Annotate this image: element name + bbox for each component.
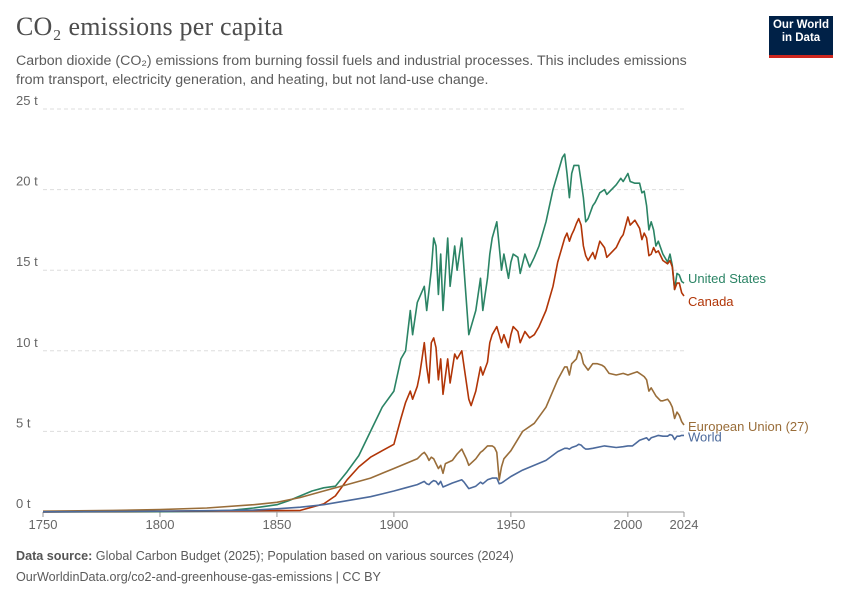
y-tick-label: 5 t [16,415,31,430]
y-tick-label: 10 t [16,335,38,350]
series-line-united-states [42,153,685,513]
y-tick-label: 20 t [16,174,38,189]
chart-subtitle: Carbon dioxide (CO₂) emissions from burn… [16,53,687,88]
x-tick-label: 1850 [262,517,291,532]
chart-title: CO₂ emissions per capita [16,12,284,41]
x-tick-label: 2024 [670,517,699,532]
end-label-united-states: United States [688,271,767,286]
end-label-canada: Canada [688,294,734,309]
logo-line-1: Our World [772,19,829,31]
data-source-label: Data source: [16,549,93,563]
y-tick-label: 15 t [16,254,38,269]
gridlines [43,108,684,432]
x-tick-label: 1900 [379,517,408,532]
end-label-world: World [688,429,722,444]
series-line-european-union-27- [42,350,685,512]
series-line-canada [42,216,685,513]
line-chart: 0 t5 t10 t15 t20 t25 t 1750 1800 1850 1900 1… [16,93,809,532]
data-source: Data source: Global Carbon Budget (2025)… [16,549,514,563]
series-lines [42,153,685,513]
y-tick-label: 0 t [16,496,31,511]
x-axis: 1750 1800 1850 1900 1950 2000 2024 [29,511,699,532]
x-tick-label: 1750 [29,517,58,532]
series-line-world [42,433,684,513]
owid-logo[interactable]: Our World in Data [769,16,833,58]
x-tick-label: 1800 [146,517,175,532]
series-end-labels: United States Canada European Union (27)Wo… [688,271,809,444]
end-label-european-union-27-: European Union (27) [688,419,809,434]
y-tick-label: 25 t [16,93,38,108]
source-link[interactable]: OurWorldinData.org/co2-and-greenhouse-ga… [16,570,381,584]
data-source-text: Global Carbon Budget (2025); Population … [95,549,514,563]
logo-line-2: in Data [781,31,821,44]
x-tick-label: 1950 [496,517,525,532]
x-tick-label: 2000 [613,517,642,532]
y-axis: 0 t 5 t 10 t 15 t 20 t 25 t [16,93,38,511]
